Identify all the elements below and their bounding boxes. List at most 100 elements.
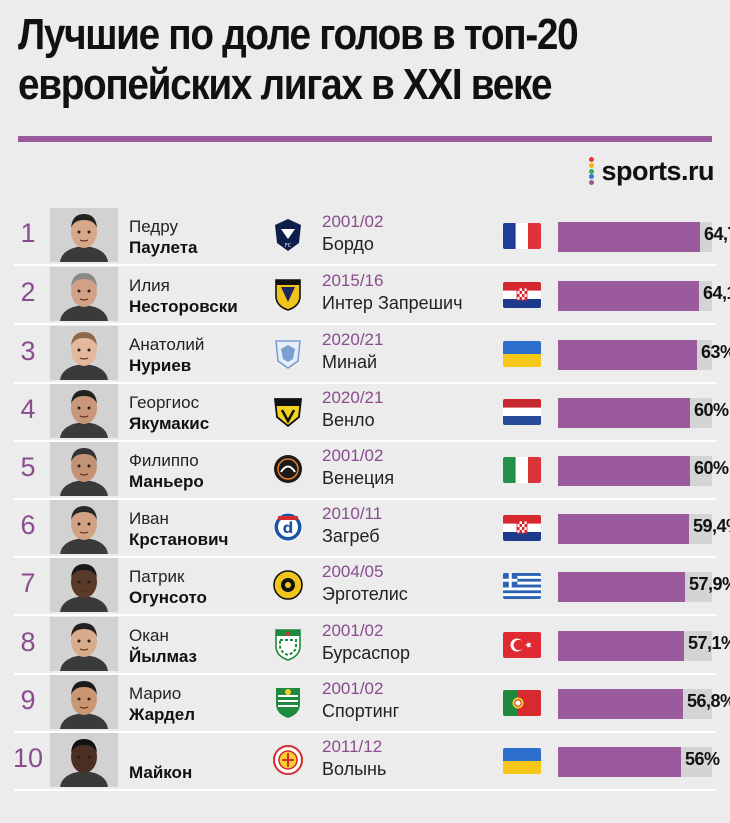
- season-label: 2001/02: [322, 446, 384, 465]
- inter-zapresic-crest: [272, 276, 304, 312]
- value-bar: [558, 514, 689, 544]
- rank-number: 4: [20, 394, 36, 424]
- value-label: 57,1%: [688, 633, 730, 653]
- title-line-2: европейских лигах в XXI веке: [18, 60, 553, 109]
- rank-number: 9: [20, 685, 36, 715]
- season-label: 2010/11: [322, 504, 383, 523]
- season-label: 2015/16: [322, 271, 384, 290]
- row-divider: [14, 440, 716, 442]
- rank-number: 6: [20, 510, 36, 540]
- value-label: 56,8%: [687, 691, 730, 711]
- value-bar: [558, 456, 690, 486]
- player-last-name: Маньеро: [129, 472, 204, 491]
- season-label: 2020/21: [322, 388, 384, 407]
- player-photo: [50, 500, 118, 554]
- season-label: 2001/02: [322, 679, 384, 698]
- venezia-crest: [272, 451, 304, 487]
- italy-flag-icon: [503, 457, 541, 483]
- row-divider: [14, 323, 716, 325]
- value-bar: [558, 631, 684, 661]
- logo-dot: [589, 162, 595, 168]
- player-photo: [50, 384, 118, 438]
- season-label: 2004/05: [322, 562, 384, 581]
- player-photo: [50, 617, 118, 671]
- value-bar: [558, 398, 690, 428]
- dinamo-zagreb-crest: d: [272, 509, 304, 545]
- ukraine-flag-icon: [503, 341, 541, 367]
- player-photo: [50, 326, 118, 380]
- club-name: Загреб: [322, 526, 380, 546]
- player-first-name: Филиппо: [129, 451, 199, 470]
- club-name: Интер Запрешич: [322, 293, 463, 313]
- player-row: 2 Илия Несторовски 2015/16 Интер Запреши…: [0, 265, 730, 325]
- bordeaux-crest: FC: [272, 217, 304, 253]
- player-row: 5 Филиппо Маньеро 2001/02 Венеция 60%: [0, 440, 730, 500]
- chart-title: Лучшие по доле голов в топ-20 европейски…: [18, 10, 634, 110]
- season-label: 2011/12: [322, 737, 383, 756]
- value-bar: [558, 222, 700, 252]
- club-name: Волынь: [322, 759, 387, 779]
- row-divider: [14, 264, 716, 266]
- rank-number: 10: [12, 743, 44, 773]
- player-last-name: Майкон: [129, 763, 193, 782]
- player-last-name: Огунсото: [129, 588, 207, 607]
- greece-flag-icon: [503, 573, 541, 599]
- sports-ru-logo: sports.ru: [589, 154, 714, 188]
- season-label: 2020/21: [322, 330, 384, 349]
- row-divider: [14, 382, 716, 384]
- rank-number: 7: [20, 568, 36, 598]
- value-bar: [558, 689, 683, 719]
- value-label: 59,4%: [693, 516, 730, 536]
- player-last-name: Паулета: [129, 238, 198, 257]
- value-bar: [558, 281, 699, 311]
- france-flag-icon: [503, 223, 541, 249]
- player-first-name: Педру: [129, 217, 178, 236]
- logo-dot: [589, 174, 595, 180]
- club-name: Бордо: [322, 234, 374, 254]
- player-row: 8 Окан Йылмаз 2001/02 Бурсаспор 57,1%: [0, 615, 730, 675]
- rank-number: 1: [20, 218, 36, 248]
- svg-text:FC: FC: [285, 243, 292, 249]
- turkey-flag-icon: [503, 632, 541, 658]
- ukraine-flag-icon: [503, 748, 541, 774]
- rank-number: 8: [20, 627, 36, 657]
- row-divider: [14, 731, 716, 733]
- value-label: 64,1%: [703, 283, 730, 303]
- player-row: 10 Майкон 2011/12 Волынь 56%: [0, 731, 730, 791]
- bursaspor-crest: [272, 626, 304, 662]
- logo-dot: [589, 168, 595, 174]
- player-first-name: Анатолий: [129, 335, 205, 354]
- portugal-flag-icon: [503, 690, 541, 716]
- player-first-name: Илия: [129, 276, 170, 295]
- logo-text: sports.ru: [601, 155, 714, 186]
- player-row: 4 Георгиос Якумакис 2020/21 Венло 60%: [0, 382, 730, 442]
- value-bar: [558, 340, 697, 370]
- player-photo: [50, 675, 118, 729]
- player-row: 7 Патрик Огунсото 2004/05 Эрготелис 57,9…: [0, 556, 730, 616]
- player-last-name: Несторовски: [129, 297, 238, 316]
- player-first-name: Окан: [129, 626, 169, 645]
- player-photo: [50, 208, 118, 262]
- player-last-name: Якумакис: [129, 414, 210, 433]
- player-last-name: Жардел: [129, 705, 196, 724]
- player-last-name: Йылмаз: [129, 647, 197, 666]
- value-label: 56%: [685, 749, 720, 769]
- club-name: Венло: [322, 410, 375, 430]
- player-photo: [50, 442, 118, 496]
- logo-dots-icon: [589, 157, 595, 185]
- season-label: 2001/02: [322, 212, 384, 231]
- svg-text:d: d: [283, 519, 294, 537]
- volyn-crest: [272, 742, 304, 778]
- row-divider: [14, 673, 716, 675]
- value-bar: [558, 747, 681, 777]
- logo-dot: [589, 157, 595, 162]
- value-label: 63%: [701, 342, 730, 362]
- player-last-name: Нуриев: [129, 356, 192, 375]
- club-name: Эрготелис: [322, 584, 408, 604]
- player-photo: [50, 733, 118, 787]
- croatia-flag-icon: [503, 515, 541, 541]
- club-name: Бурсаспор: [322, 643, 411, 663]
- player-row: 6 Иван Крстанович d 2010/11 Загреб 59,4%: [0, 498, 730, 558]
- title-line-1: Лучшие по доле голов в топ-20: [18, 10, 579, 59]
- player-first-name: Иван: [129, 509, 169, 528]
